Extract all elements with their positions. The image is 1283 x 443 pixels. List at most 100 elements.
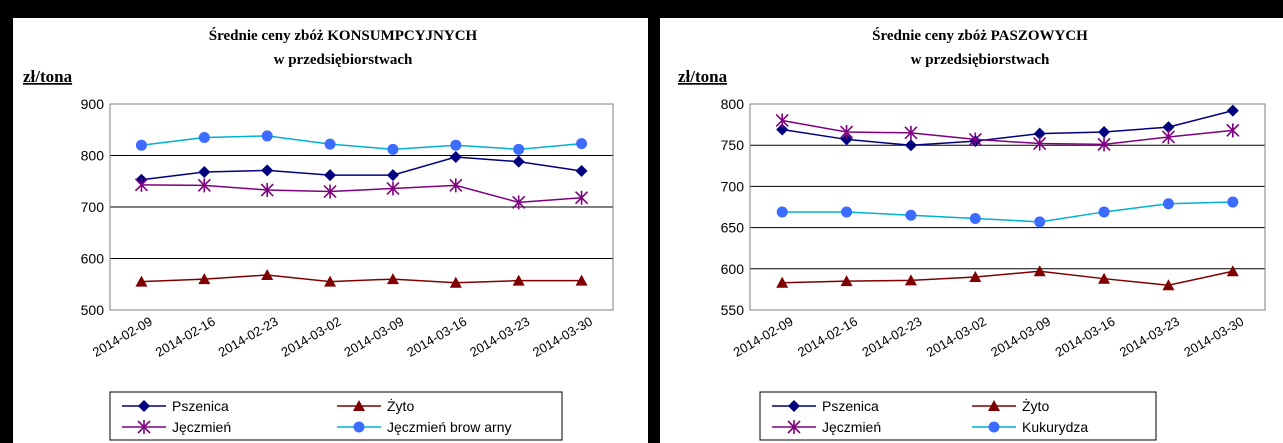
legend-box (109, 391, 563, 441)
series-feed-0 (776, 104, 1239, 152)
data-point (1226, 123, 1240, 138)
data-point (1033, 136, 1047, 151)
data-point (387, 143, 399, 155)
x-tick-label: 2014-03-09 (341, 314, 406, 360)
data-point (969, 213, 981, 225)
plot-area (749, 103, 1266, 311)
data-point (512, 155, 525, 168)
data-point (1098, 206, 1110, 218)
series-line (141, 274, 582, 284)
series-consumer-3 (135, 130, 588, 155)
data-point (386, 169, 399, 182)
data-point (198, 165, 211, 178)
x-tick-label: 2014-02-23 (216, 314, 281, 360)
legend-box (759, 391, 1157, 441)
series-line (141, 156, 582, 181)
data-point (450, 139, 462, 151)
data-point (574, 190, 589, 205)
legend-marker (138, 400, 150, 412)
data-point (1098, 126, 1111, 139)
data-point (324, 138, 336, 150)
feed-grain-price-chart: Średnie ceny zbóż PASZOWYCH w przedsiębio… (678, 27, 1266, 441)
data-point (575, 274, 588, 286)
data-point (386, 181, 400, 196)
y-axis-unit-label: zł/tona (23, 67, 73, 86)
chart-subtitle: w przedsiębiorstwach (911, 52, 1050, 68)
data-point (1097, 137, 1111, 152)
legend: Pszenica Żyto Jęczmień Kukurydza (759, 391, 1157, 441)
y-tick-label: 650 (721, 220, 745, 236)
data-point (197, 178, 211, 193)
data-point (135, 275, 148, 287)
y-tick-label: 700 (81, 199, 105, 215)
data-point (512, 274, 525, 286)
x-tick-label: 2014-03-09 (988, 314, 1053, 360)
data-point (1162, 279, 1175, 291)
data-point (134, 177, 149, 192)
data-point (261, 164, 274, 177)
plot-area (109, 103, 614, 311)
series-line (782, 109, 1233, 146)
series-consumer-1 (135, 268, 588, 288)
legend-marker (137, 420, 151, 434)
data-point (1162, 198, 1174, 210)
y-tick-label: 800 (81, 148, 105, 164)
data-point (1162, 121, 1175, 134)
x-tick-label: 2014-02-09 (90, 314, 155, 360)
data-point (1226, 265, 1239, 277)
legend-label: Kukurydza (1022, 419, 1088, 435)
x-tick-label: 2014-03-30 (530, 314, 595, 360)
data-point (576, 138, 588, 150)
series-line (141, 135, 582, 151)
data-point (261, 268, 274, 280)
legend-label: Jęczmień brow arny (387, 419, 512, 435)
series-line (141, 184, 582, 204)
x-tick-label: 2014-02-09 (731, 314, 796, 360)
data-point (512, 195, 526, 210)
series-feed-3 (776, 196, 1239, 228)
x-tick-label: 2014-03-23 (467, 314, 532, 360)
data-point (1161, 129, 1176, 144)
data-point (776, 276, 789, 288)
legend-marker (787, 420, 801, 434)
data-point (840, 133, 853, 146)
legend-label: Jęczmień (172, 419, 231, 435)
data-point (1033, 127, 1046, 140)
legend-label: Jęczmień (822, 419, 881, 435)
legend-label: Pszenica (822, 398, 879, 414)
legend-label: Pszenica (172, 398, 229, 414)
chart-subtitle: w przedsiębiorstwach (274, 52, 413, 68)
data-point (449, 178, 463, 193)
x-tick-label: 2014-02-23 (859, 314, 924, 360)
y-tick-label: 500 (81, 302, 105, 318)
legend-label: Żyto (387, 397, 414, 414)
chart-title: Średnie ceny zbóż KONSUMPCYJNYCH (209, 27, 478, 44)
legend-marker (988, 400, 1000, 411)
series-line (782, 270, 1233, 287)
data-point (1034, 216, 1046, 228)
data-point (324, 169, 337, 182)
chart-panel-feed: Średnie ceny zbóż PASZOWYCH w przedsiębio… (660, 18, 1283, 443)
data-point (261, 130, 273, 142)
legend-marker (353, 421, 365, 433)
data-point (323, 184, 337, 199)
y-tick-label: 600 (81, 251, 105, 267)
data-point (1098, 272, 1111, 284)
data-point (841, 206, 853, 218)
data-point (449, 276, 462, 288)
data-point (198, 273, 211, 285)
x-tick-label: 2014-03-16 (404, 314, 469, 360)
data-point (969, 271, 982, 283)
x-tick-label: 2014-03-02 (278, 314, 343, 360)
data-point (449, 151, 462, 164)
y-tick-label: 550 (721, 302, 745, 318)
legend-marker (788, 400, 800, 412)
legend: Pszenica Żyto Jęczmień Jęczmień brow arny (109, 391, 563, 441)
data-point (905, 209, 917, 221)
chart-panel-consumer: Średnie ceny zbóż KONSUMPCYJNYCH w przeds… (13, 18, 648, 443)
data-point (513, 143, 525, 155)
data-point (968, 132, 982, 147)
consumer-grain-price-chart: Średnie ceny zbóż KONSUMPCYJNYCH w przeds… (23, 27, 614, 441)
data-point (324, 275, 337, 287)
x-tick-label: 2014-03-02 (924, 314, 989, 360)
